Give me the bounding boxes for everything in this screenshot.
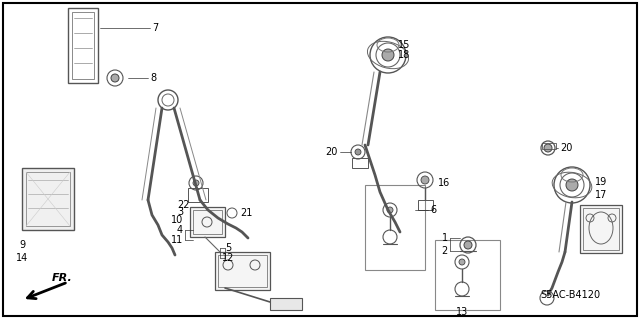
Text: 5: 5 [225,243,231,253]
Bar [418,200,433,210]
Circle shape [566,179,578,191]
Bar [365,185,425,270]
Text: 2: 2 [442,246,448,256]
Text: FR.: FR. [52,273,73,283]
Text: 21: 21 [240,208,252,218]
Circle shape [459,259,465,265]
Text: 7: 7 [152,23,158,33]
Text: 8: 8 [150,73,156,83]
Circle shape [193,180,199,186]
Circle shape [111,74,119,82]
Text: 16: 16 [438,178,451,188]
Text: 4: 4 [177,225,183,235]
Text: 22: 22 [177,200,189,210]
Text: 17: 17 [595,190,607,200]
Text: 13: 13 [456,307,468,317]
Circle shape [382,49,394,61]
Text: 9: 9 [19,240,25,250]
Bar [215,252,270,290]
Bar [22,168,74,230]
Text: 20: 20 [326,147,338,157]
Text: 1: 1 [442,233,448,243]
Text: 3: 3 [177,207,183,217]
Circle shape [355,149,361,155]
Bar [580,205,622,253]
Text: 11: 11 [171,235,183,245]
Bar [352,158,368,168]
Bar [193,210,222,234]
Bar [542,143,556,149]
Circle shape [387,207,393,213]
Text: 15: 15 [398,40,410,50]
Bar [218,255,267,287]
Text: 19: 19 [595,177,607,187]
Bar [190,207,225,237]
Bar [72,12,94,79]
Text: S5AC-B4120: S5AC-B4120 [540,290,600,300]
Text: 20: 20 [560,143,572,153]
Text: 14: 14 [16,253,28,263]
Text: 10: 10 [171,215,183,225]
Circle shape [421,176,429,184]
Bar [188,188,208,202]
Text: 18: 18 [398,50,410,60]
Bar [583,208,619,250]
Circle shape [544,144,552,152]
Bar [435,240,500,310]
Circle shape [464,241,472,249]
Text: 12: 12 [222,253,234,263]
Text: 6: 6 [430,205,436,215]
Bar [68,8,98,83]
Bar [270,298,302,310]
Bar [26,172,70,226]
